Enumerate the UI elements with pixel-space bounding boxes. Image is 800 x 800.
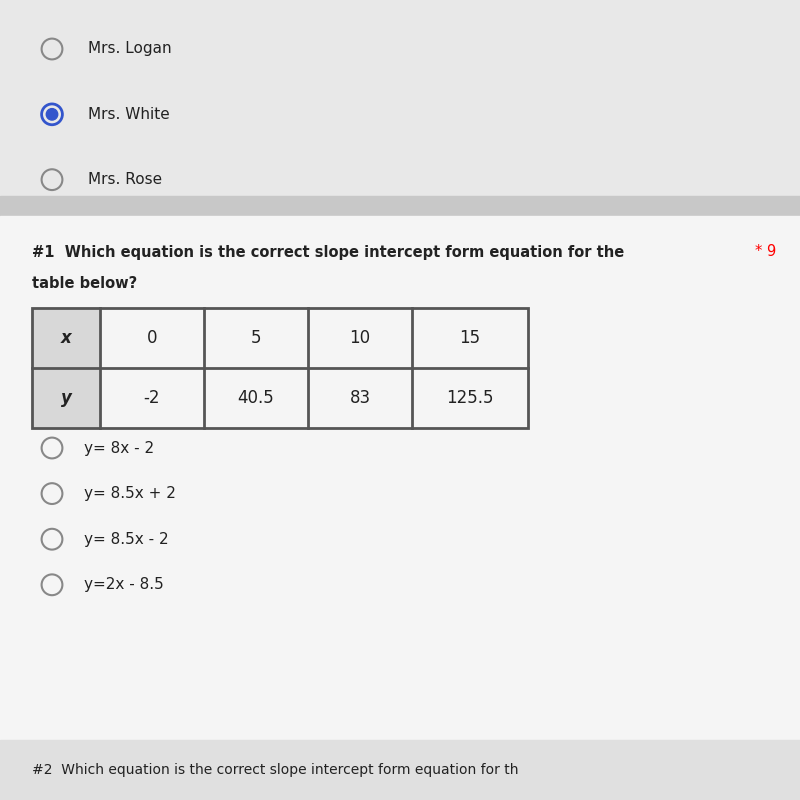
Text: Mrs. Rose: Mrs. Rose: [88, 172, 162, 187]
Bar: [0, 740, 800, 800]
Text: y=2x - 8.5: y=2x - 8.5: [84, 578, 164, 592]
Bar: [0, 0, 800, 196]
Text: * 9: * 9: [754, 245, 776, 259]
Text: x: x: [61, 329, 71, 347]
Bar: [32, 308, 528, 428]
Text: 10: 10: [350, 329, 370, 347]
Text: 40.5: 40.5: [238, 389, 274, 407]
Text: y: y: [61, 389, 71, 407]
Text: y= 8.5x + 2: y= 8.5x + 2: [84, 486, 176, 501]
Text: #2  Which equation is the correct slope intercept form equation for th: #2 Which equation is the correct slope i…: [32, 763, 518, 777]
Text: y= 8x - 2: y= 8x - 2: [84, 441, 154, 455]
Bar: [32, 308, 100, 428]
Text: -2: -2: [144, 389, 160, 407]
Bar: [0, 216, 800, 740]
Text: 15: 15: [459, 329, 481, 347]
Text: Mrs. Logan: Mrs. Logan: [88, 42, 172, 57]
Text: 0: 0: [146, 329, 158, 347]
Text: table below?: table below?: [32, 277, 138, 291]
Bar: [0, 196, 800, 216]
Text: 83: 83: [350, 389, 370, 407]
Text: #1  Which equation is the correct slope intercept form equation for the: #1 Which equation is the correct slope i…: [32, 245, 624, 259]
Text: Mrs. White: Mrs. White: [88, 107, 170, 122]
Text: 5: 5: [250, 329, 262, 347]
Text: 125.5: 125.5: [446, 389, 494, 407]
Text: y= 8.5x - 2: y= 8.5x - 2: [84, 532, 169, 546]
Circle shape: [46, 109, 58, 120]
